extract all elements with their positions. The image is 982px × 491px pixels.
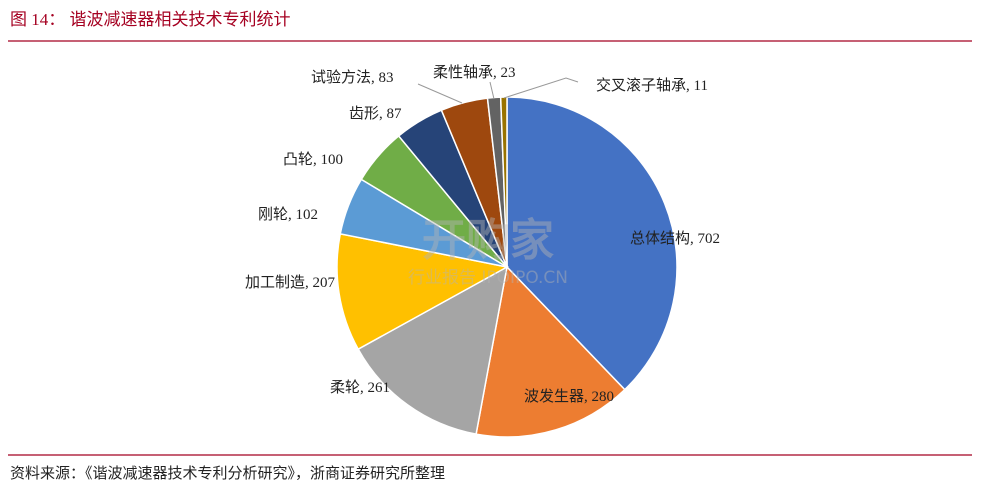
data-label: 波发生器, 280 bbox=[524, 388, 614, 405]
data-label: 总体结构, 702 bbox=[630, 230, 720, 247]
data-label: 刚轮, 102 bbox=[258, 206, 318, 223]
leader-line bbox=[417, 83, 463, 104]
leader-line bbox=[503, 77, 579, 99]
data-label: 柔轮, 261 bbox=[330, 379, 390, 396]
leader-line bbox=[489, 81, 495, 100]
data-label: 齿形, 87 bbox=[349, 105, 402, 122]
pie-slice bbox=[336, 232, 510, 351]
data-label: 试验方法, 83 bbox=[311, 69, 394, 86]
pie-slice bbox=[506, 96, 678, 391]
pie-slice bbox=[475, 265, 626, 438]
page-title: 图 14： 谐波减速器相关技术专利统计 bbox=[10, 10, 291, 29]
watermark-brand: 开购家 bbox=[422, 215, 554, 266]
watermark-sub: 行业报告 IPOIPO.CN bbox=[408, 268, 568, 288]
source-note: 资料来源：《谐波减速器技术专利分析研究》，浙商证券研究所整理 bbox=[10, 465, 445, 482]
data-label: 加工制造, 207 bbox=[245, 274, 336, 291]
pie-slice bbox=[357, 265, 509, 436]
pie-chart: 总体结构, 702 波发生器, 280 柔轮, 261 加工制造, 207 刚轮, 10… bbox=[245, 64, 720, 438]
data-label: 柔性轴承, 23 bbox=[433, 64, 516, 81]
data-label: 交叉滚子轴承, 11 bbox=[596, 76, 708, 94]
data-label: 凸轮, 100 bbox=[283, 151, 343, 168]
